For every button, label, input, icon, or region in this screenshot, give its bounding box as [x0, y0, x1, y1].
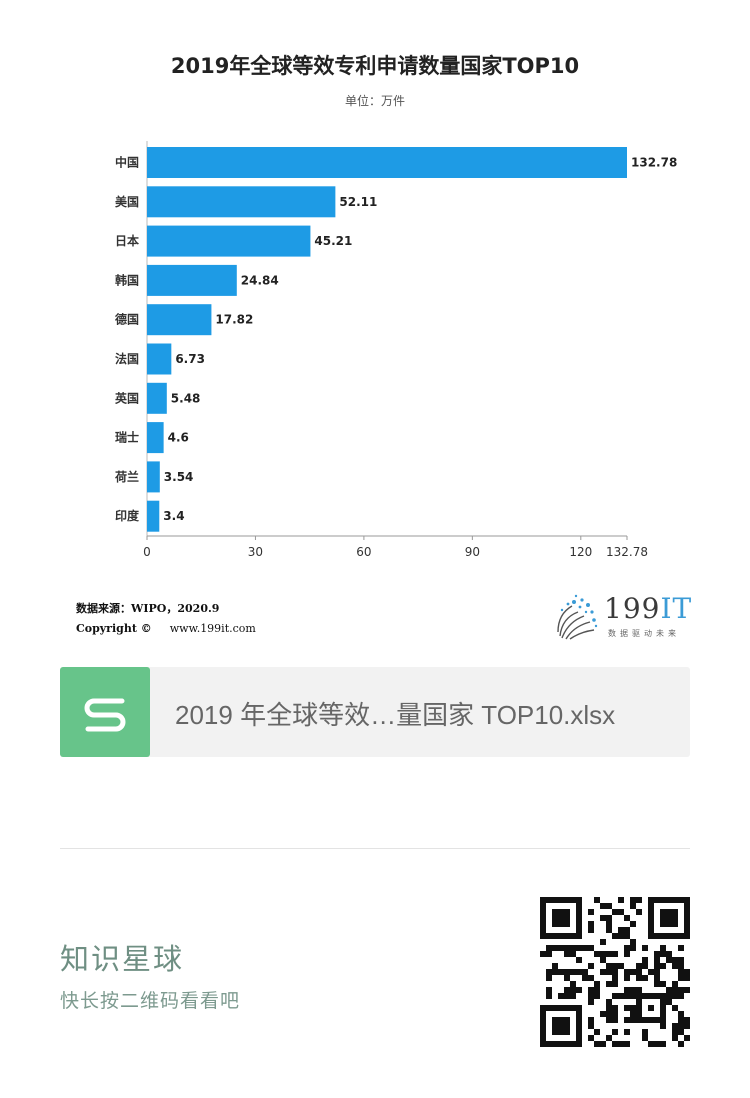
- bar-6: [147, 382, 167, 414]
- value-label-0: 132.78: [631, 156, 677, 170]
- value-label-1: 52.11: [339, 195, 377, 209]
- bar-1: [147, 186, 336, 218]
- x-tick-label-5: 132.78: [606, 545, 648, 559]
- value-label-9: 3.4: [163, 509, 184, 523]
- category-label-7: 瑞士: [115, 430, 139, 445]
- copyright-url: www.199it.com: [169, 622, 256, 635]
- file-name: 2019 年全球等效…量国家 TOP10.xlsx: [175, 700, 616, 730]
- category-label-9: 印度: [115, 508, 140, 523]
- file-attachment-card[interactable]: 2019 年全球等效…量国家 TOP10.xlsx: [60, 667, 690, 757]
- logo-wordmark: 199IT: [604, 592, 693, 625]
- value-label-7: 4.6: [168, 431, 189, 445]
- category-label-8: 荷兰: [114, 469, 139, 484]
- category-label-0: 中国: [115, 155, 139, 170]
- bar-chart: 中国 132.78 美国 52.11 日本 45.21 韩国 24.84 德国 17.82 法国 6.…: [114, 141, 677, 559]
- qr-code-icon[interactable]: [540, 897, 690, 1047]
- category-label-5: 法国: [115, 351, 139, 366]
- x-tick-label-2: 60: [356, 545, 371, 559]
- brand-logo: 199IT 数据驱动未来: [552, 592, 692, 644]
- bar-5: [147, 343, 172, 375]
- chart-subtitle: 单位：万件: [344, 94, 405, 108]
- value-label-4: 17.82: [215, 313, 253, 327]
- x-tick-label-0: 0: [143, 545, 151, 559]
- bar-3: [147, 264, 237, 296]
- value-label-3: 24.84: [241, 273, 279, 287]
- value-label-2: 45.21: [314, 234, 352, 248]
- bar-0: [147, 147, 627, 178]
- bar-8: [147, 461, 160, 493]
- x-tick-label-4: 120: [569, 545, 592, 559]
- promo-subtitle: 快长按二维码看看吧: [60, 990, 241, 1012]
- bar-2: [147, 225, 311, 257]
- category-label-4: 德国: [115, 312, 139, 327]
- chart-panel: 2019年全球等效专利申请数量国家TOP10 单位：万件 中国 132.78 美国 5…: [76, 54, 692, 644]
- logo-tagline: 数据驱动未来: [608, 629, 680, 638]
- value-label-5: 6.73: [175, 352, 205, 366]
- category-label-6: 英国: [115, 390, 139, 405]
- value-label-6: 5.48: [171, 391, 201, 405]
- copyright-line: Copyright © www.199it.com: [76, 622, 256, 635]
- chart-title: 2019年全球等效专利申请数量国家TOP10: [170, 54, 580, 78]
- x-tick-label-3: 90: [465, 545, 480, 559]
- copyright-label: Copyright ©: [76, 622, 152, 635]
- spreadsheet-s-icon: [60, 667, 150, 757]
- logo-icon: [557, 594, 598, 640]
- value-label-8: 3.54: [164, 470, 194, 484]
- bar-4: [147, 304, 212, 336]
- source-note: 数据来源：WIPO，2020.9: [76, 602, 220, 615]
- category-label-3: 韩国: [115, 272, 139, 287]
- divider: [60, 848, 690, 849]
- category-label-2: 日本: [115, 233, 139, 248]
- bar-9: [147, 500, 160, 532]
- promo-title: 知识星球: [60, 942, 185, 976]
- x-tick-label-1: 30: [248, 545, 263, 559]
- bar-7: [147, 422, 164, 454]
- category-label-1: 美国: [115, 194, 139, 209]
